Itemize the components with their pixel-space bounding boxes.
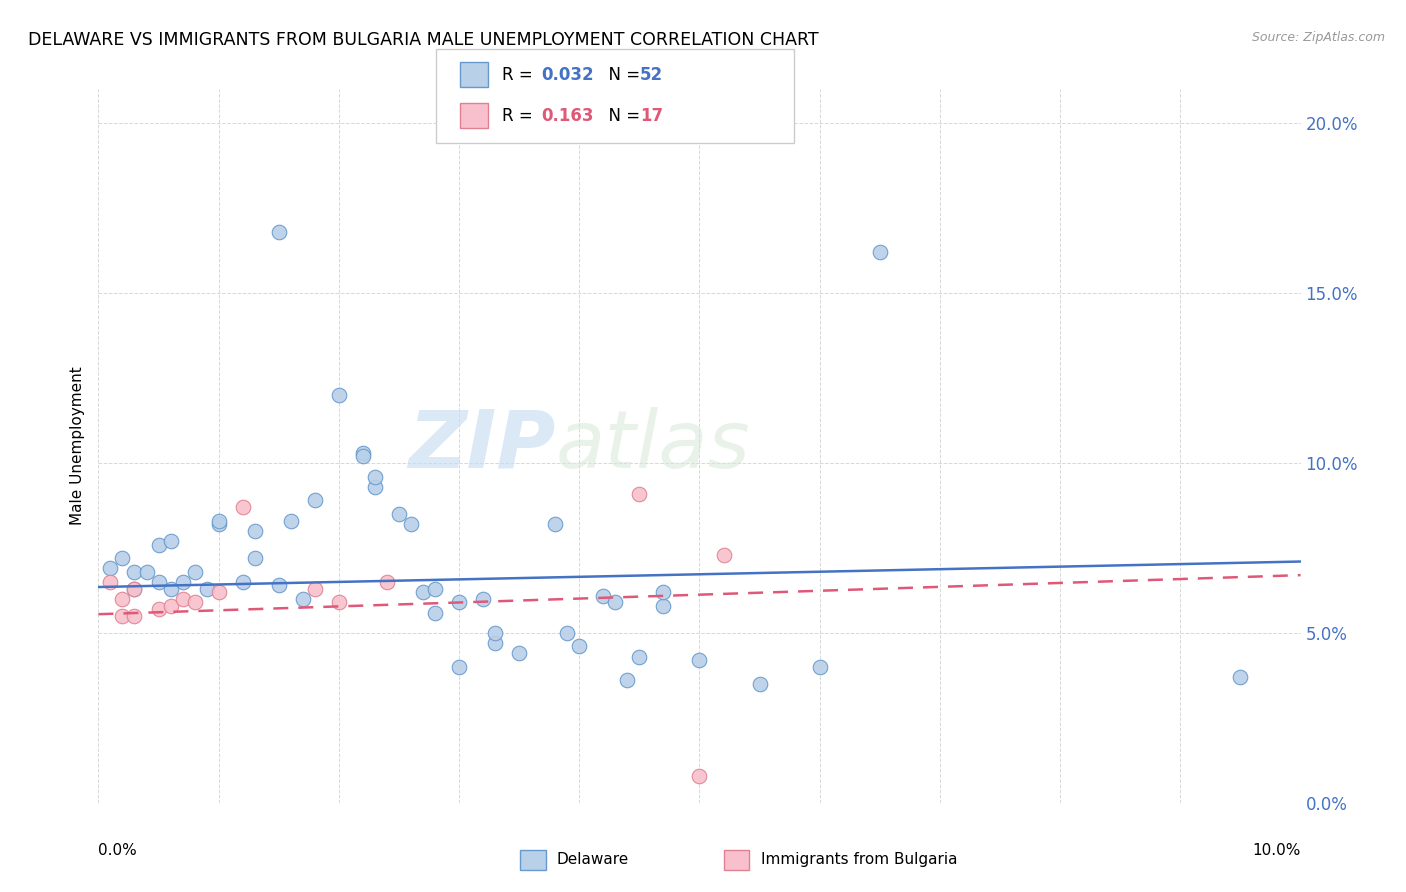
Text: 0.0%: 0.0% [98,843,138,858]
Point [544,517,567,532]
Point [628,649,651,664]
Point [375,574,398,589]
Point [364,480,387,494]
Point [148,574,170,589]
Point [291,591,314,606]
Point [352,446,374,460]
Point [148,537,170,551]
Text: 0.032: 0.032 [541,66,593,84]
Point [484,636,506,650]
Point [100,561,122,575]
Point [124,565,146,579]
Point [423,582,446,596]
Point [412,585,434,599]
Y-axis label: Male Unemployment: Male Unemployment [70,367,86,525]
Point [472,591,495,606]
Point [280,514,302,528]
Point [267,578,290,592]
Text: R =: R = [502,66,543,84]
Point [243,524,266,538]
Point [159,599,181,613]
Point [484,626,506,640]
Point [304,493,326,508]
Point [652,585,675,599]
Point [328,595,350,609]
Point [388,507,411,521]
Point [364,469,387,483]
Text: N =: N = [598,66,645,84]
Point [399,517,422,532]
Point [869,245,891,260]
Point [592,589,614,603]
Text: N =: N = [598,107,645,125]
Point [100,574,122,589]
Text: Source: ZipAtlas.com: Source: ZipAtlas.com [1251,31,1385,45]
Point [352,449,374,463]
Point [124,582,146,596]
Point [111,551,134,566]
Point [328,388,350,402]
Point [568,640,591,654]
Point [652,599,675,613]
Point [232,574,254,589]
Point [124,582,146,596]
Point [423,606,446,620]
Point [111,591,134,606]
Point [447,595,470,609]
Point [243,551,266,566]
Text: ZIP: ZIP [408,407,555,485]
Point [159,534,181,549]
Point [808,660,831,674]
Point [208,514,231,528]
Text: DELAWARE VS IMMIGRANTS FROM BULGARIA MALE UNEMPLOYMENT CORRELATION CHART: DELAWARE VS IMMIGRANTS FROM BULGARIA MAL… [28,31,818,49]
Point [267,225,290,239]
Text: 52: 52 [640,66,662,84]
Point [172,591,194,606]
Text: 10.0%: 10.0% [1253,843,1301,858]
Point [555,626,578,640]
Point [111,608,134,623]
Text: R =: R = [502,107,543,125]
Point [208,585,231,599]
Point [124,608,146,623]
Point [183,565,205,579]
Point [748,677,770,691]
Text: Delaware: Delaware [557,853,628,867]
Point [304,582,326,596]
Point [183,595,205,609]
Point [508,646,530,660]
Point [148,602,170,616]
Point [689,769,711,783]
Point [135,565,157,579]
Point [616,673,638,688]
Point [1229,670,1251,684]
Point [159,582,181,596]
Point [195,582,218,596]
Point [232,500,254,515]
Point [208,517,231,532]
Point [447,660,470,674]
Text: 17: 17 [640,107,662,125]
Point [689,653,711,667]
Point [172,574,194,589]
Point [605,595,627,609]
Text: 0.163: 0.163 [541,107,593,125]
Text: atlas: atlas [555,407,749,485]
Point [628,486,651,500]
Point [713,548,735,562]
Text: Immigrants from Bulgaria: Immigrants from Bulgaria [761,853,957,867]
